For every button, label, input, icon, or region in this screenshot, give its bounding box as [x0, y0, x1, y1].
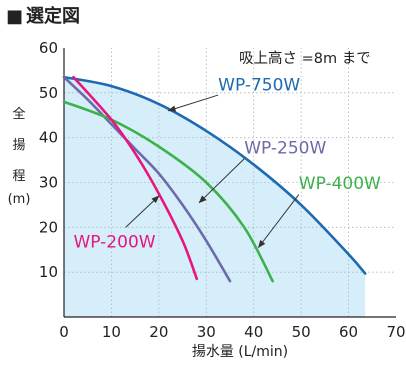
y-tick-label: 60: [39, 39, 58, 57]
y-axis-label-1: 全: [12, 106, 25, 122]
x-tick-label: 50: [292, 323, 311, 341]
x-tick-label: 30: [197, 323, 216, 341]
series-line-wp-250w: [62, 75, 232, 283]
leader-arrow-wp-400w: [257, 194, 300, 249]
shaded-operating-area: [64, 77, 366, 317]
series-labels: WP-750W WP-250W WP-400W WP-200W: [73, 76, 381, 253]
leader-arrow-wp-250w: [198, 158, 245, 204]
series-label-wp-400w: WP-400W: [299, 174, 381, 194]
chart-title: 選定図: [26, 5, 80, 27]
y-tick-label: 50: [39, 84, 58, 102]
y-axis-label-4: (m): [8, 192, 31, 207]
x-axis-label: 揚水量 (L/min): [192, 343, 288, 360]
y-tick-label: 10: [39, 263, 58, 281]
y-axis-label-2: 揚: [12, 137, 25, 153]
series-label-wp-750w: WP-750W: [218, 76, 300, 96]
x-tick-label: 70: [386, 323, 405, 341]
x-tick-label: 60: [339, 323, 358, 341]
x-tick-label: 0: [59, 323, 69, 341]
x-tick-label: 40: [244, 323, 263, 341]
series-label-wp-200w: WP-200W: [73, 233, 155, 253]
y-tick-label: 40: [39, 129, 58, 147]
series-line-wp-400w: [62, 100, 274, 283]
leader-arrow-wp-750w: [167, 94, 219, 112]
x-tick-label: 10: [102, 323, 121, 341]
x-tick-label: 20: [149, 323, 168, 341]
series-line-wp-750w: [62, 75, 367, 275]
grid: [64, 48, 396, 317]
operating-range-fill: [64, 77, 366, 317]
title-marker: ■: [6, 6, 23, 27]
axes: 0 10 20 30 40 50 60 70 10 20 30 40 50 60: [39, 39, 406, 341]
y-tick-label: 30: [39, 174, 58, 192]
y-axis-label-3: 程: [12, 169, 25, 184]
y-tick-label: 20: [39, 218, 58, 236]
leader-arrow-wp-200w: [125, 195, 160, 228]
series-lines: [62, 75, 367, 283]
suction-note: 吸上高さ =8m まで: [239, 50, 371, 67]
series-label-wp-250w: WP-250W: [244, 138, 326, 158]
series-line-wp-200w: [72, 75, 199, 281]
